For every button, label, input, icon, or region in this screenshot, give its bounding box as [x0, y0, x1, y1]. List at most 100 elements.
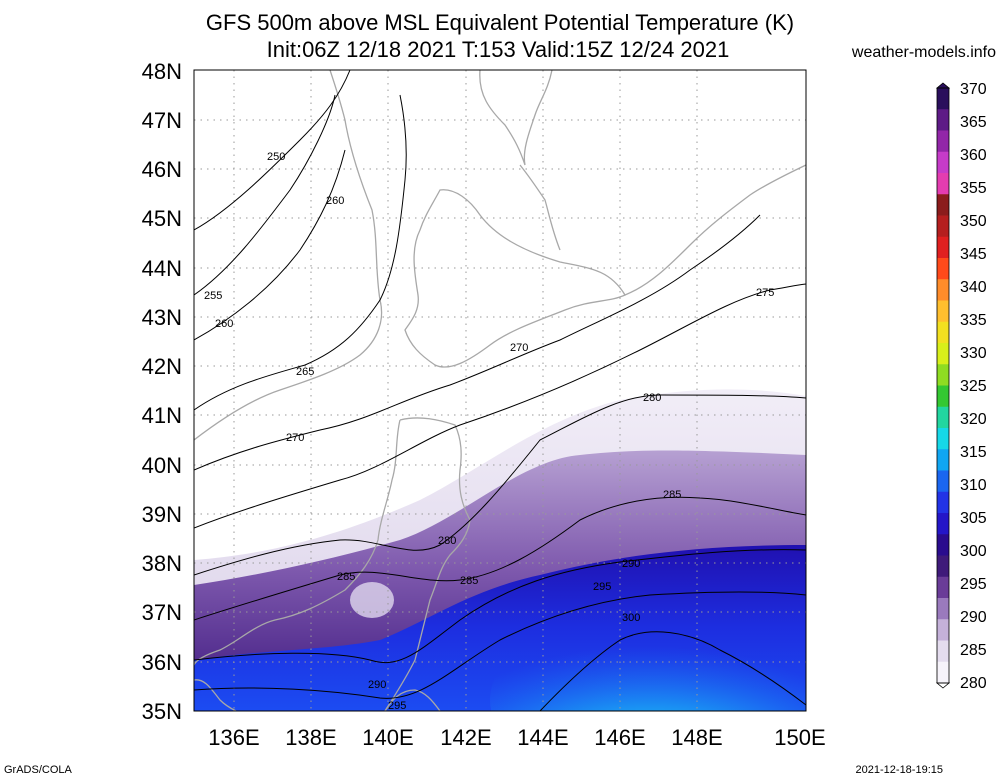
contour-label: 260 [215, 318, 233, 330]
colorbar-swatch [937, 88, 949, 110]
colorbar-label: 345 [960, 246, 987, 263]
contour-295 [194, 591, 806, 699]
lat-label: 39N [142, 502, 182, 527]
contour-label: 265 [296, 366, 314, 378]
shade-300plus [490, 610, 806, 711]
colorbar-label: 370 [960, 81, 987, 98]
contour-label: 250 [267, 151, 285, 163]
colorbar-label: 300 [960, 543, 987, 560]
colorbar-bottom-arrow [935, 682, 951, 689]
lat-label: 37N [142, 600, 182, 625]
colorbar-label: 320 [960, 411, 987, 428]
contour-270 [194, 214, 761, 471]
contour-265 [194, 94, 407, 411]
contour-label: 285 [460, 575, 478, 587]
lat-label: 43N [142, 305, 182, 330]
colorbar-swatch [937, 534, 949, 557]
contour-label: 285 [663, 489, 681, 501]
contour-280 [194, 394, 806, 576]
contour-300 [539, 631, 806, 711]
theta-e-shading [194, 70, 806, 711]
colorbar-swatch [937, 258, 949, 280]
contour-label: 295 [388, 700, 406, 712]
colorbar-swatch [937, 300, 949, 323]
longitude-labels: 136E 138E 140E 142E 144E 146E 148E 150E [208, 725, 825, 750]
contour-label: 255 [204, 290, 222, 302]
colorbar-swatch [937, 343, 949, 365]
colorbar-swatch [937, 151, 949, 174]
lat-label: 45N [142, 206, 182, 231]
lat-label: 46N [142, 157, 182, 182]
contour-label: 280 [438, 535, 456, 547]
colorbar-swatch [937, 619, 949, 642]
contour-label: 290 [622, 558, 640, 570]
colorbar-label: 315 [960, 444, 987, 461]
colorbar-label: 310 [960, 477, 987, 494]
lat-label: 40N [142, 453, 182, 478]
colorbar-swatch [937, 406, 949, 429]
coast-tohoku [384, 417, 471, 711]
lat-label: 48N [142, 59, 182, 84]
contour-label: 285 [337, 571, 355, 583]
lat-label: 42N [142, 354, 182, 379]
colorbar-swatch [937, 449, 949, 472]
coast-kuril [624, 164, 806, 296]
colorbar-label: 330 [960, 345, 987, 362]
contour-labels: 250 260 255 260 265 270 270 275 280 285 … [204, 151, 774, 712]
colorbar-swatch [937, 279, 949, 302]
lon-label: 140E [362, 725, 413, 750]
lon-label: 136E [208, 725, 259, 750]
colorbar-swatch [937, 428, 949, 450]
contour-label: 270 [286, 432, 304, 444]
colorbar-label: 285 [960, 642, 987, 659]
colorbar-swatches [937, 88, 949, 684]
coast-kanto [384, 689, 441, 711]
colorbar-swatch [937, 576, 949, 599]
colorbar-swatch [937, 470, 949, 493]
lat-label: 35N [142, 699, 182, 724]
colorbar-swatch [937, 215, 949, 238]
coast-sakhalin-east [519, 164, 561, 251]
colorbar-label: 305 [960, 510, 987, 527]
colorbar-swatch [937, 194, 949, 217]
colorbar-label: 355 [960, 180, 987, 197]
colorbar-swatch [937, 661, 949, 684]
contour-275 [194, 283, 806, 529]
lon-label: 142E [440, 725, 491, 750]
colorbar-swatch [937, 598, 949, 620]
colorbar-swatch [937, 640, 949, 663]
lon-label: 144E [517, 725, 568, 750]
contour-260 [194, 149, 346, 341]
lon-label: 148E [671, 725, 722, 750]
colorbar-label: 295 [960, 576, 987, 593]
contour-label: 275 [756, 287, 774, 299]
colorbar-swatch [937, 385, 949, 408]
lon-label: 138E [285, 725, 336, 750]
colorbar-swatch [937, 555, 949, 578]
colorbar-label: 280 [960, 675, 987, 692]
colorbar-label: 335 [960, 312, 987, 329]
contour-label: 295 [593, 581, 611, 593]
colorbar-label: 360 [960, 147, 987, 164]
colorbar-label: 325 [960, 378, 987, 395]
lat-label: 47N [142, 108, 182, 133]
lon-label: 146E [594, 725, 645, 750]
colorbar-frame [936, 87, 950, 684]
colorbar-label: 290 [960, 609, 987, 626]
colorbar-swatch [937, 236, 949, 259]
contour-lines [194, 70, 806, 711]
colorbar-swatch [937, 364, 949, 387]
colorbar-label: 350 [960, 213, 987, 230]
footer-timestamp: 2021-12-18-19:15 [855, 764, 943, 776]
colorbar-swatch [937, 513, 949, 535]
contour-label: 300 [622, 612, 640, 624]
plot-frame [193, 69, 807, 712]
map-subtitle: Init:06Z 12/18 2021 T:153 Valid:15Z 12/2… [266, 37, 730, 62]
lat-label: 41N [142, 403, 182, 428]
contour-255 [194, 94, 336, 296]
colorbar-swatch [937, 491, 949, 514]
colorbar-top-arrow [935, 82, 951, 89]
coast-korea [194, 679, 237, 711]
contour-250 [194, 70, 351, 231]
